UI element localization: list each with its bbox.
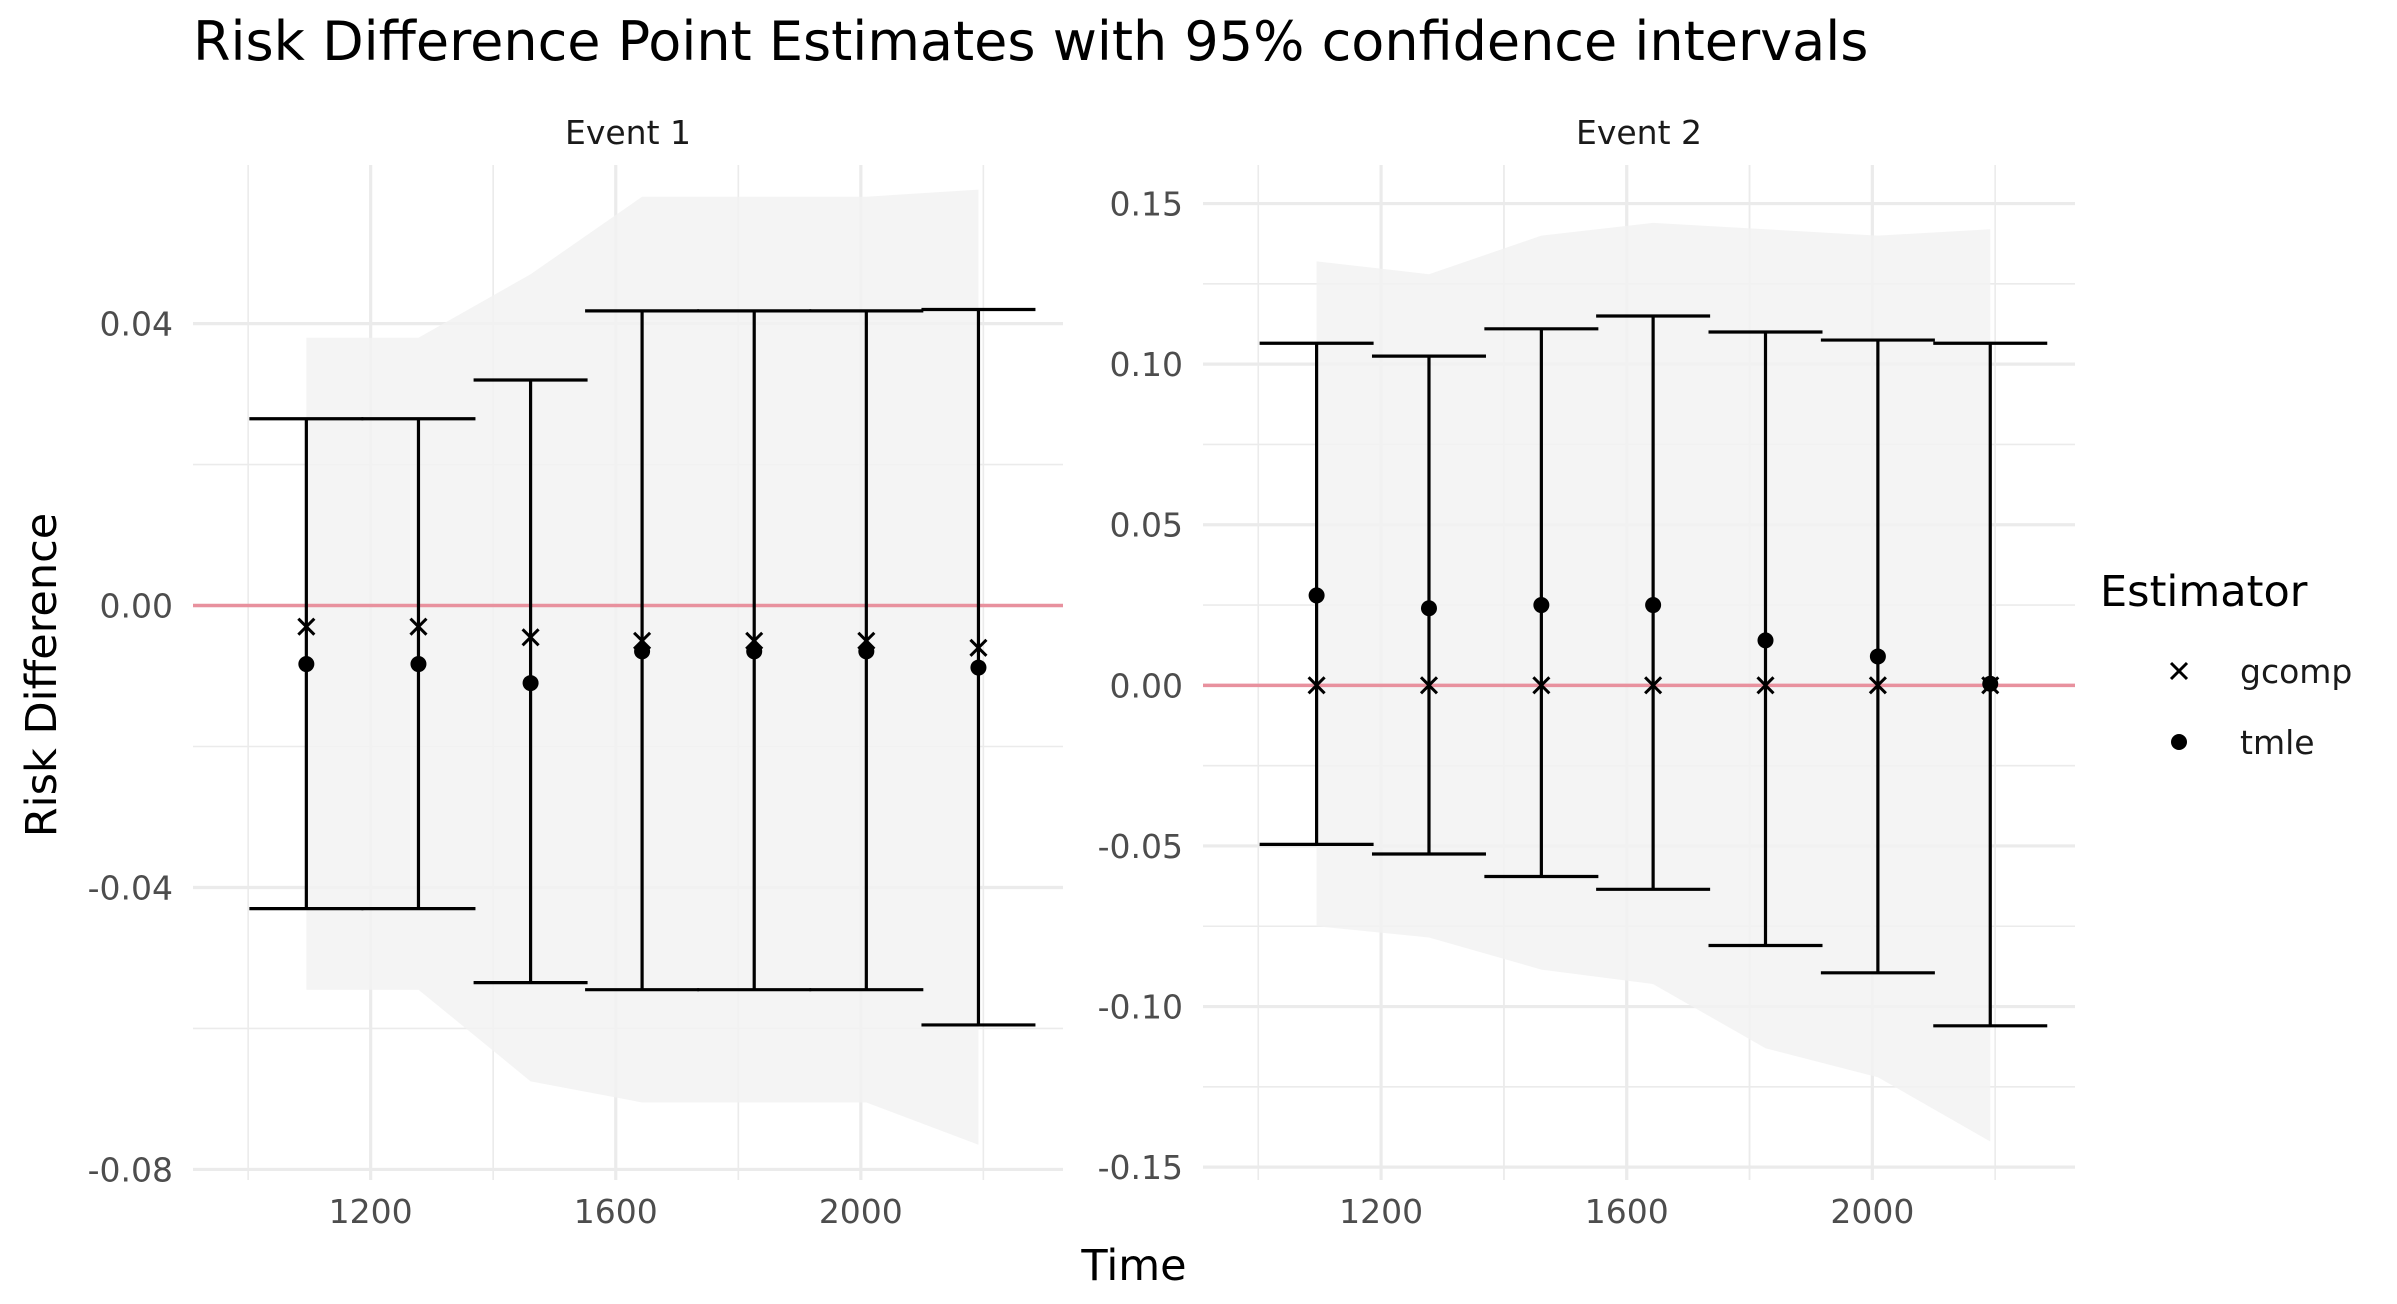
legend: Estimator gcomp tmle (2100, 567, 2352, 762)
y-tick-label: -0.04 (88, 868, 173, 907)
point-gcomp-stroke (1644, 676, 1663, 695)
point-gcomp (297, 617, 316, 636)
point-gcomp (1644, 676, 1663, 695)
point-tmle (298, 656, 315, 673)
legend-label-gcomp: gcomp (2240, 652, 2352, 691)
point-gcomp (1419, 676, 1439, 695)
legend-marker-tmle (2171, 734, 2187, 750)
point-gcomp (1868, 676, 1887, 695)
facet-strip-event-2: Event 2 (1576, 113, 1702, 152)
point-tmle (1308, 587, 1325, 604)
facet-strip-event-1: Event 1 (565, 113, 691, 152)
facet-event-1: Event 1 -0.08 -0.04 0.00 0.04 1200 1600 2000 (88, 113, 1063, 1231)
y-tick-label: 0.10 (1110, 345, 1183, 384)
point-gcomp-stroke (1756, 676, 1775, 695)
point-tmle (858, 643, 875, 660)
point-gcomp (1756, 676, 1775, 695)
point-gcomp (969, 638, 988, 657)
x-tick-label: 1200 (1339, 1192, 1423, 1231)
y-tick-label: -0.05 (1098, 827, 1183, 866)
y-tick-label: -0.08 (88, 1150, 173, 1189)
x-tick-label: 1600 (1585, 1192, 1669, 1231)
x-tick-label: 2000 (1830, 1192, 1914, 1231)
point-tmle (1420, 600, 1437, 617)
point-gcomp-stroke (297, 617, 316, 636)
point-tmle (522, 675, 539, 692)
x-tick-label: 1200 (329, 1192, 413, 1231)
point-gcomp-stroke (409, 617, 428, 636)
point-gcomp-stroke (1532, 676, 1551, 695)
point-gcomp-stroke (1307, 676, 1326, 695)
y-tick-label: 0.05 (1110, 506, 1183, 545)
point-gcomp (409, 617, 428, 636)
point-gcomp (1307, 676, 1326, 695)
y-tick-label: 0.04 (100, 305, 173, 344)
point-tmle (1869, 648, 1886, 665)
x-axis-title: Time (1080, 1241, 1186, 1291)
point-tmle (746, 643, 763, 660)
y-tick-label: -0.15 (1098, 1148, 1183, 1187)
point-tmle (1645, 597, 1662, 614)
facet-event-2: Event 2 -0.15 -0.10 -0.05 0.00 0.05 0.10 0.15 1… (1098, 113, 2075, 1231)
point-gcomp (1532, 676, 1551, 695)
point-tmle (970, 659, 987, 676)
point-gcomp-stroke (521, 628, 540, 647)
point-tmle (1533, 597, 1550, 614)
y-axis-title: Risk Difference (17, 513, 67, 837)
chart-title: Risk Difference Point Estimates with 95%… (193, 10, 1868, 73)
point-tmle (410, 656, 427, 673)
y-tick-label: 0.15 (1110, 185, 1183, 224)
y-tick-label: 0.00 (100, 587, 173, 626)
point-gcomp (521, 628, 540, 647)
legend-title: Estimator (2100, 567, 2308, 617)
y-tick-label: 0.00 (1110, 666, 1183, 705)
legend-marker-gcomp (2169, 661, 2189, 681)
point-tmle (1982, 675, 1999, 692)
point-gcomp-stroke (1868, 676, 1887, 695)
point-tmle (634, 643, 651, 660)
point-tmle (1757, 632, 1774, 649)
x-tick-label: 2000 (819, 1192, 903, 1231)
point-gcomp-stroke (969, 638, 988, 657)
x-tick-label: 1600 (574, 1192, 658, 1231)
point-gcomp-stroke (1419, 676, 1439, 695)
y-tick-label: -0.10 (1098, 988, 1183, 1027)
legend-label-tmle: tmle (2240, 723, 2315, 762)
